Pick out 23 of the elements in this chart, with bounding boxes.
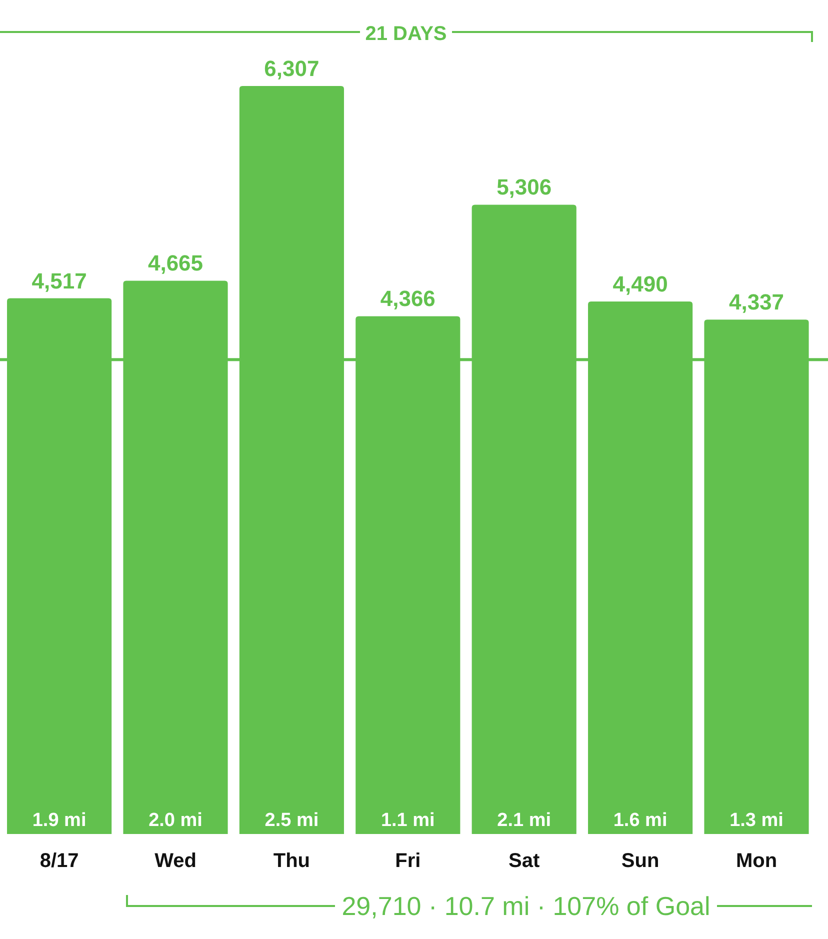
x-tick-label: Fri <box>395 850 421 872</box>
text: 21 DAYS <box>365 23 447 45</box>
x-tick-label: Sun <box>621 850 660 872</box>
x-tick-label: Mon <box>736 850 778 872</box>
data-label: 4,665 <box>148 250 204 276</box>
annotation: 1.3 mi <box>730 810 784 831</box>
x-tick-label: Wed <box>154 850 196 872</box>
data-label: 6,307 <box>264 56 320 81</box>
text: 29,710 · 10.7 mi · 107% of Goal <box>342 891 710 921</box>
annotation: 2.5 mi <box>264 810 319 831</box>
data-label: 4,337 <box>728 290 784 315</box>
x-tick-label: Sat <box>508 850 540 872</box>
annotation: 2.1 mi <box>497 810 552 831</box>
annotation: 1.9 mi <box>32 810 86 831</box>
annotation: 1.6 mi <box>613 810 668 831</box>
data-label: 4,366 <box>380 286 436 312</box>
data-label: 5,306 <box>496 174 552 200</box>
annotation: 1.1 mi <box>380 810 435 831</box>
x-tick-label: Thu <box>273 850 310 872</box>
x-tick-label: 8/17 <box>40 850 79 872</box>
data-label: 4,490 <box>612 271 668 296</box>
annotation: 2.0 mi <box>148 810 202 831</box>
data-label: 4,517 <box>32 268 87 294</box>
